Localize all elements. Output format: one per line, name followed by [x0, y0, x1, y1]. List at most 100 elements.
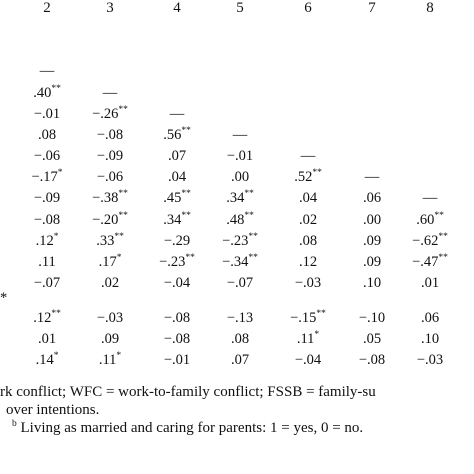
- significance-mark: *: [57, 168, 63, 178]
- table-cell: −.08: [358, 352, 386, 368]
- significance-mark: **: [51, 84, 61, 94]
- column-header: 8: [426, 0, 434, 16]
- table-cell: .04: [167, 169, 187, 185]
- table-cell: −.29: [163, 233, 191, 249]
- table-cell: −.03: [96, 310, 124, 326]
- note-text: Living as married and caring for parents…: [16, 420, 364, 436]
- table-cell: −.07: [33, 275, 61, 291]
- table-cell: −.08: [96, 127, 124, 143]
- table-cell: —: [422, 190, 438, 206]
- table-cell: −.17*: [31, 168, 63, 185]
- significance-mark: **: [248, 253, 258, 263]
- significance-mark: *: [314, 330, 320, 340]
- table-cell: .07: [167, 148, 187, 164]
- table-cell: —: [364, 169, 380, 185]
- significance-mark: **: [181, 211, 191, 221]
- table-note-line-1: rk conflict; WFC = work-to-family confli…: [0, 384, 376, 400]
- significance-mark: **: [185, 253, 195, 263]
- column-header: 2: [43, 0, 51, 16]
- table-cell: −.06: [33, 148, 61, 164]
- significance-mark: **: [316, 309, 326, 319]
- significance-mark: **: [118, 211, 128, 221]
- table-cell: −.34**: [222, 253, 258, 270]
- table-cell: .02: [298, 212, 318, 228]
- left-edge-mark: *: [0, 290, 8, 306]
- table-cell: .10: [362, 275, 382, 291]
- significance-mark: **: [244, 189, 254, 199]
- table-cell: .09: [362, 233, 382, 249]
- significance-mark: *: [53, 351, 59, 361]
- table-cell: .40**: [33, 84, 61, 101]
- table-cell: .08: [298, 233, 318, 249]
- table-cell: .45**: [163, 189, 191, 206]
- table-note-line-2: over intentions.: [6, 402, 100, 418]
- table-cell: −.06: [96, 169, 124, 185]
- column-header: 6: [304, 0, 312, 16]
- table-cell: .05: [362, 331, 382, 347]
- table-cell: .34**: [163, 211, 191, 228]
- table-cell: .01: [37, 331, 57, 347]
- table-cell: .04: [298, 190, 318, 206]
- significance-mark: **: [438, 253, 448, 263]
- significance-mark: **: [118, 105, 128, 115]
- table-cell: .07: [230, 352, 250, 368]
- table-cell: −.07: [226, 275, 254, 291]
- column-header: 5: [236, 0, 244, 16]
- table-cell: —: [169, 106, 185, 122]
- significance-mark: **: [51, 309, 61, 319]
- column-header: 3: [106, 0, 114, 16]
- table-cell: −.15**: [290, 309, 326, 326]
- table-cell: .02: [100, 275, 120, 291]
- table-cell: −.62**: [412, 232, 448, 249]
- table-cell: .17*: [98, 253, 122, 270]
- table-cell: —: [232, 127, 248, 143]
- table-cell: −.13: [226, 310, 254, 326]
- significance-mark: **: [312, 168, 322, 178]
- table-cell: .11*: [98, 351, 122, 368]
- table-cell: −.38**: [92, 189, 128, 206]
- table-cell: .06: [420, 310, 440, 326]
- table-cell: .12: [298, 254, 318, 270]
- table-cell: .08: [37, 127, 57, 143]
- table-cell: .08: [230, 331, 250, 347]
- table-cell: .09: [100, 331, 120, 347]
- note-superscript: b: [12, 419, 17, 429]
- table-cell: −.23**: [222, 232, 258, 249]
- table-cell: .60**: [416, 211, 444, 228]
- table-cell: —: [300, 148, 316, 164]
- table-cell: −.47**: [412, 253, 448, 270]
- significance-mark: **: [181, 126, 191, 136]
- column-header: 7: [368, 0, 376, 16]
- column-header: 4: [173, 0, 181, 16]
- table-cell: .52**: [294, 168, 322, 185]
- table-cell: .01: [420, 275, 440, 291]
- significance-mark: *: [116, 253, 122, 263]
- table-cell: .48**: [226, 211, 254, 228]
- table-cell: .12**: [33, 309, 61, 326]
- significance-mark: **: [181, 189, 191, 199]
- table-cell: .00: [230, 169, 250, 185]
- table-cell: .14*: [35, 351, 59, 368]
- table-cell: .11: [38, 254, 56, 270]
- significance-mark: **: [118, 189, 128, 199]
- significance-mark: **: [114, 232, 124, 242]
- table-cell: .10: [420, 331, 440, 347]
- table-note-line-3: b Living as married and caring for paren…: [12, 419, 363, 437]
- table-cell: —: [39, 63, 55, 79]
- table-cell: −.08: [163, 310, 191, 326]
- table-cell: −.20**: [92, 211, 128, 228]
- table-cell: −.04: [163, 275, 191, 291]
- table-cell: .12*: [35, 232, 59, 249]
- table-cell: −.08: [33, 212, 61, 228]
- table-cell: −.01: [33, 106, 61, 122]
- table-cell: −.03: [416, 352, 444, 368]
- table-cell: —: [102, 85, 118, 101]
- table-cell: .56**: [163, 126, 191, 143]
- table-cell: .11*: [296, 330, 320, 347]
- table-cell: .34**: [226, 189, 254, 206]
- table-cell: −.01: [163, 352, 191, 368]
- table-cell: .00: [362, 212, 382, 228]
- significance-mark: *: [53, 232, 59, 242]
- significance-mark: **: [434, 211, 444, 221]
- significance-mark: **: [244, 211, 254, 221]
